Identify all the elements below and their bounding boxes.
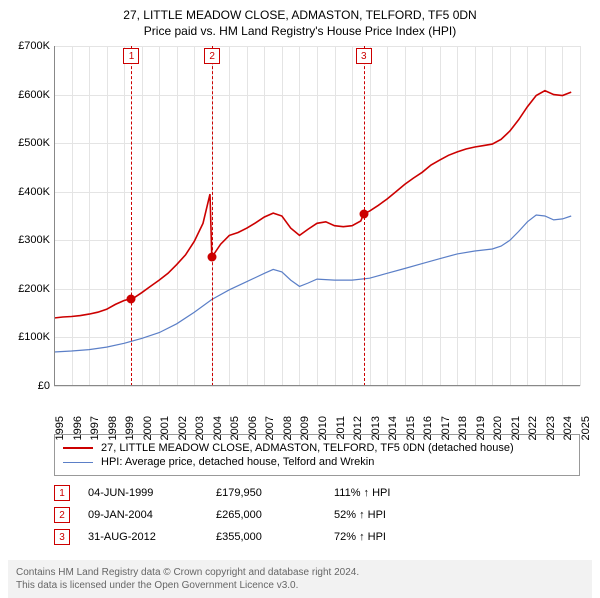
legend-swatch	[63, 447, 93, 449]
footer: Contains HM Land Registry data © Crown c…	[8, 560, 592, 598]
ytick-label: £700K	[10, 40, 50, 52]
xtick-label: 2025	[580, 416, 592, 440]
xtick-label: 2018	[457, 416, 469, 440]
event-pct: 72% ↑ HPI	[334, 531, 386, 543]
xtick-label: 2022	[527, 416, 539, 440]
xtick-label: 2014	[387, 416, 399, 440]
xtick-label: 2021	[510, 416, 522, 440]
legend-label: 27, LITTLE MEADOW CLOSE, ADMASTON, TELFO…	[101, 442, 514, 454]
chart-container: 27, LITTLE MEADOW CLOSE, ADMASTON, TELFO…	[0, 0, 600, 552]
axis-x	[54, 385, 580, 386]
xtick-label: 2011	[335, 416, 347, 440]
event-marker-box: 3	[54, 529, 70, 545]
xtick-label: 2001	[159, 416, 171, 440]
legend-row: 27, LITTLE MEADOW CLOSE, ADMASTON, TELFO…	[63, 441, 571, 455]
ytick-label: £100K	[10, 331, 50, 343]
xtick-label: 2013	[370, 416, 382, 440]
sale-marker-line	[212, 46, 213, 386]
xtick-label: 2010	[317, 416, 329, 440]
sale-marker-box: 2	[204, 48, 220, 64]
xtick-label: 2019	[475, 416, 487, 440]
chart-title-line2: Price paid vs. HM Land Registry's House …	[10, 24, 590, 38]
plot-area: £0£100K£200K£300K£400K£500K£600K£700K199…	[54, 46, 580, 386]
ytick-label: £600K	[10, 89, 50, 101]
xtick-label: 2015	[405, 416, 417, 440]
sale-dot	[208, 253, 217, 262]
xtick-label: 2020	[492, 416, 504, 440]
axis-y	[54, 46, 55, 386]
ytick-label: £0	[10, 380, 50, 392]
event-price: £265,000	[216, 509, 316, 521]
event-row: 3 31-AUG-2012 £355,000 72% ↑ HPI	[54, 526, 580, 548]
xtick-label: 1996	[72, 416, 84, 440]
event-marker-box: 1	[54, 485, 70, 501]
legend-swatch	[63, 462, 93, 463]
sale-dot	[127, 294, 136, 303]
xtick-label: 2003	[194, 416, 206, 440]
xtick-label: 1999	[124, 416, 136, 440]
event-marker-box: 2	[54, 507, 70, 523]
xtick-label: 1998	[107, 416, 119, 440]
xtick-label: 2000	[142, 416, 154, 440]
xtick-label: 2002	[177, 416, 189, 440]
xtick-label: 2009	[299, 416, 311, 440]
legend-row: HPI: Average price, detached house, Telf…	[63, 455, 571, 469]
chart-title-line1: 27, LITTLE MEADOW CLOSE, ADMASTON, TELFO…	[10, 8, 590, 22]
event-price: £179,950	[216, 487, 316, 499]
footer-line2: This data is licensed under the Open Gov…	[16, 579, 584, 592]
sale-marker-box: 3	[356, 48, 372, 64]
xtick-label: 2007	[264, 416, 276, 440]
event-date: 09-JAN-2004	[88, 509, 198, 521]
event-row: 1 04-JUN-1999 £179,950 111% ↑ HPI	[54, 482, 580, 504]
xtick-label: 2004	[212, 416, 224, 440]
xtick-label: 1997	[89, 416, 101, 440]
sale-marker-box: 1	[123, 48, 139, 64]
ytick-label: £300K	[10, 234, 50, 246]
xtick-label: 2006	[247, 416, 259, 440]
xtick-label: 2017	[440, 416, 452, 440]
footer-line1: Contains HM Land Registry data © Crown c…	[16, 566, 584, 579]
legend-label: HPI: Average price, detached house, Telf…	[101, 456, 374, 468]
event-date: 04-JUN-1999	[88, 487, 198, 499]
events-table: 1 04-JUN-1999 £179,950 111% ↑ HPI 2 09-JAN-20…	[54, 482, 580, 548]
xtick-label: 2012	[352, 416, 364, 440]
event-pct: 111% ↑ HPI	[334, 487, 390, 499]
gridline-v	[580, 46, 581, 386]
gridline-h	[54, 386, 580, 387]
xtick-label: 1995	[54, 416, 66, 440]
sale-dot	[359, 209, 368, 218]
xtick-label: 2016	[422, 416, 434, 440]
event-price: £355,000	[216, 531, 316, 543]
sale-marker-line	[131, 46, 132, 386]
xtick-label: 2005	[229, 416, 241, 440]
xtick-label: 2024	[562, 416, 574, 440]
xtick-label: 2023	[545, 416, 557, 440]
event-row: 2 09-JAN-2004 £265,000 52% ↑ HPI	[54, 504, 580, 526]
lines-svg	[54, 46, 580, 386]
ytick-label: £200K	[10, 283, 50, 295]
event-pct: 52% ↑ HPI	[334, 509, 386, 521]
ytick-label: £500K	[10, 137, 50, 149]
event-date: 31-AUG-2012	[88, 531, 198, 543]
xtick-label: 2008	[282, 416, 294, 440]
ytick-label: £400K	[10, 186, 50, 198]
